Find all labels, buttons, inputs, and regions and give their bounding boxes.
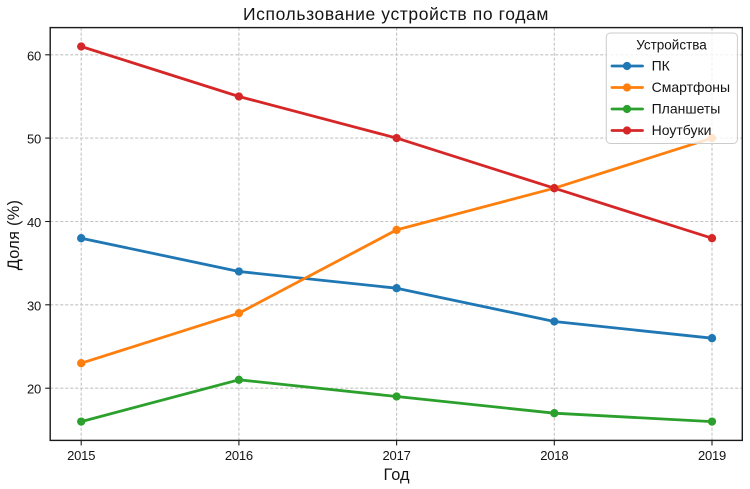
svg-text:50: 50 <box>27 132 41 147</box>
svg-text:30: 30 <box>27 298 41 313</box>
svg-text:Смартфоны: Смартфоны <box>652 79 731 95</box>
svg-text:ПК: ПК <box>652 58 671 74</box>
svg-text:20: 20 <box>27 382 41 397</box>
svg-text:2018: 2018 <box>540 448 568 463</box>
svg-text:2016: 2016 <box>225 448 253 463</box>
svg-text:2017: 2017 <box>383 448 411 463</box>
svg-text:2019: 2019 <box>698 448 726 463</box>
svg-text:Доля (%): Доля (%) <box>5 200 23 270</box>
svg-text:Использование устройств по год: Использование устройств по годам <box>243 4 549 24</box>
svg-text:60: 60 <box>27 48 41 63</box>
svg-text:2015: 2015 <box>67 448 95 463</box>
svg-text:Планшеты: Планшеты <box>652 101 721 117</box>
svg-text:Устройства: Устройства <box>636 37 707 52</box>
svg-text:40: 40 <box>27 215 41 230</box>
svg-text:Ноутбуки: Ноутбуки <box>652 122 712 138</box>
svg-text:Год: Год <box>384 466 410 484</box>
